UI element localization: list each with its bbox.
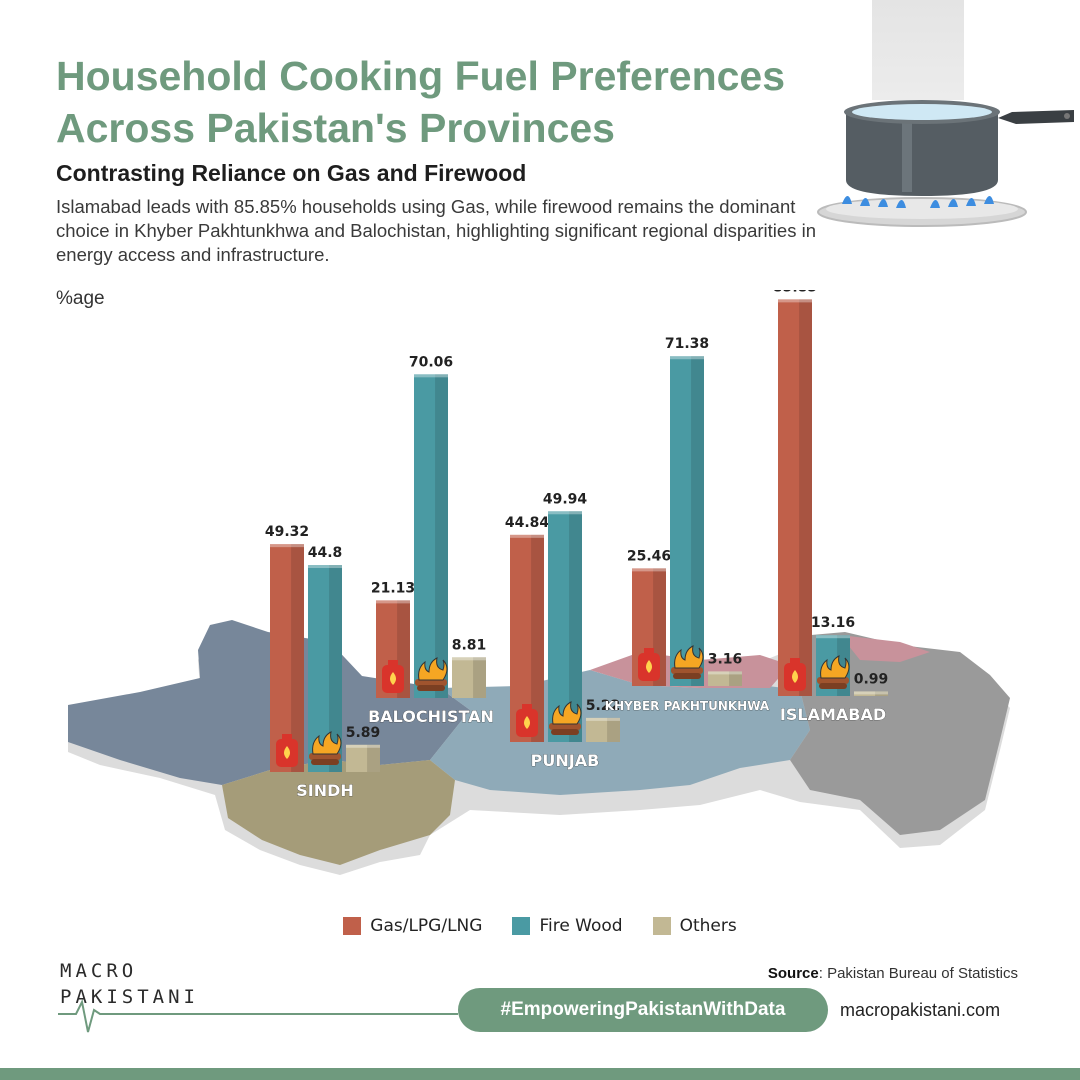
bar-shade-punjab-series-1 bbox=[569, 511, 582, 742]
gas-cylinder-icon bbox=[276, 734, 298, 767]
legend-item-others: Others bbox=[652, 916, 737, 936]
bar-cap-islamabad-series-1 bbox=[816, 635, 850, 639]
map-region-top-pink bbox=[840, 635, 930, 662]
value-label-balochistan-series-1: 70.06 bbox=[409, 354, 453, 370]
bar-kp-series-2 bbox=[708, 671, 742, 686]
bar-cap-punjab-series-1 bbox=[548, 511, 582, 515]
bar-cap-kp-series-2 bbox=[708, 671, 742, 675]
legend: Gas/LPG/LNG Fire Wood Others bbox=[0, 916, 1080, 936]
map-region-balochistan bbox=[68, 620, 470, 785]
bar-shade-sindh-series-2 bbox=[367, 744, 380, 772]
gas-cylinder-icon bbox=[638, 648, 660, 681]
bar-sindh-series-2 bbox=[346, 744, 380, 772]
bar-shade-sindh-series-1 bbox=[329, 565, 342, 772]
firewood-icon bbox=[415, 657, 448, 691]
value-label-kp-series-0: 25.46 bbox=[627, 548, 671, 564]
page-description: Islamabad leads with 85.85% households u… bbox=[56, 196, 816, 265]
legend-swatch-gas bbox=[343, 917, 362, 935]
legend-item-firewood: Fire Wood bbox=[512, 916, 623, 936]
map-region-sindh bbox=[222, 760, 455, 865]
firewood-icon bbox=[549, 701, 582, 735]
bar-punjab-series-1 bbox=[548, 511, 582, 742]
value-label-sindh-series-0: 49.32 bbox=[265, 524, 309, 540]
source-label: Source bbox=[767, 965, 819, 982]
gas-cylinder-icon bbox=[784, 658, 806, 691]
logo-text-macro: MACRO bbox=[60, 960, 138, 982]
firewood-icon bbox=[309, 731, 342, 765]
y-axis-label: %age bbox=[56, 288, 105, 309]
bar-islamabad-series-2 bbox=[854, 691, 888, 696]
legend-item-gas: Gas/LPG/LNG bbox=[343, 916, 482, 936]
value-label-islamabad-series-1: 13.16 bbox=[811, 615, 855, 631]
value-label-punjab-series-0: 44.84 bbox=[505, 515, 550, 531]
bar-islamabad-series-0 bbox=[778, 299, 812, 696]
legend-swatch-firewood bbox=[512, 917, 531, 935]
legend-label-gas: Gas/LPG/LNG bbox=[370, 916, 483, 936]
legend-swatch-others bbox=[652, 917, 671, 935]
value-label-punjab-series-1: 49.94 bbox=[543, 491, 588, 507]
logo-text-pakistani: PAKISTANI bbox=[60, 986, 199, 1008]
bar-cap-islamabad-series-0 bbox=[778, 299, 812, 303]
bar-balochistan-series-1 bbox=[414, 374, 448, 698]
gas-cylinder-icon bbox=[382, 660, 404, 693]
bar-cap-sindh-series-0 bbox=[270, 544, 304, 548]
value-label-kp-series-2: 3.16 bbox=[708, 651, 743, 667]
hashtag-badge: #EmpoweringPakistanWithData bbox=[458, 988, 828, 1032]
region-label-kp: KHYBER PAKHTUNKHWA bbox=[605, 699, 770, 713]
source-text: : Pakistan Bureau of Statistics bbox=[818, 965, 1018, 982]
value-label-balochistan-series-2: 8.81 bbox=[452, 637, 487, 653]
region-label-punjab: PUNJAB bbox=[531, 751, 600, 770]
page-title: Household Cooking Fuel Preferences Acros… bbox=[56, 53, 786, 151]
value-label-kp-series-1: 71.38 bbox=[665, 336, 709, 352]
firewood-icon bbox=[671, 645, 704, 679]
value-label-sindh-series-2: 5.89 bbox=[346, 725, 381, 741]
bar-punjab-series-2 bbox=[586, 717, 620, 742]
bar-shade-kp-series-2 bbox=[729, 671, 742, 686]
value-label-sindh-series-1: 44.8 bbox=[308, 545, 343, 561]
value-label-islamabad-series-0: 85.85 bbox=[773, 290, 817, 295]
bar-cap-balochistan-series-2 bbox=[452, 657, 486, 661]
bar-cap-punjab-series-0 bbox=[510, 534, 544, 538]
legend-label-others: Others bbox=[679, 916, 737, 936]
website-link[interactable]: macropakistani.com bbox=[840, 1000, 1001, 1020]
bar-cap-sindh-series-1 bbox=[308, 565, 342, 569]
bar-shade-islamabad-series-0 bbox=[799, 299, 812, 696]
bar-cap-kp-series-1 bbox=[670, 356, 704, 360]
legend-label-firewood: Fire Wood bbox=[539, 916, 623, 936]
bottom-accent-bar bbox=[0, 1068, 1080, 1080]
region-label-balochistan: BALOCHISTAN bbox=[368, 707, 494, 726]
bar-kp-series-1 bbox=[670, 356, 704, 686]
region-label-sindh: SINDH bbox=[296, 781, 354, 800]
brand-logo: MACRO PAKISTANI bbox=[58, 958, 478, 1038]
chart-area: 49.32 44.8 5.89 21.13 70.06 8.81 44.84 49.94 5.2… bbox=[68, 290, 1010, 875]
source-note: Source: Pakistan Bureau of Statistics bbox=[768, 965, 1018, 982]
bar-cap-punjab-series-2 bbox=[586, 717, 620, 721]
gas-cylinder-icon bbox=[516, 704, 538, 737]
bar-shade-punjab-series-2 bbox=[607, 717, 620, 742]
value-label-balochistan-series-0: 21.13 bbox=[371, 580, 415, 596]
page-subtitle: Contrasting Reliance on Gas and Firewood bbox=[56, 160, 527, 186]
bar-shade-balochistan-series-2 bbox=[473, 657, 486, 698]
value-label-islamabad-series-2: 0.99 bbox=[854, 671, 889, 687]
steam-decoration bbox=[872, 0, 964, 100]
bar-shade-sindh-series-0 bbox=[291, 544, 304, 772]
cooking-pot-icon bbox=[817, 100, 1074, 227]
bar-cap-sindh-series-2 bbox=[346, 744, 380, 748]
region-label-islamabad: ISLAMABAD bbox=[780, 705, 886, 724]
value-label-punjab-series-2: 5.22 bbox=[586, 698, 621, 714]
logo-pulse-line bbox=[58, 998, 458, 1033]
bar-cap-balochistan-series-0 bbox=[376, 600, 410, 604]
bar-cap-balochistan-series-1 bbox=[414, 374, 448, 378]
bar-cap-kp-series-0 bbox=[632, 568, 666, 572]
firewood-icon bbox=[817, 655, 850, 689]
bar-shade-balochistan-series-1 bbox=[435, 374, 448, 698]
bar-cap-islamabad-series-2 bbox=[854, 691, 888, 695]
bar-balochistan-series-2 bbox=[452, 657, 486, 698]
bar-shade-punjab-series-0 bbox=[531, 534, 544, 742]
bar-shade-kp-series-1 bbox=[691, 356, 704, 686]
bar-shade-islamabad-series-2 bbox=[875, 691, 888, 696]
